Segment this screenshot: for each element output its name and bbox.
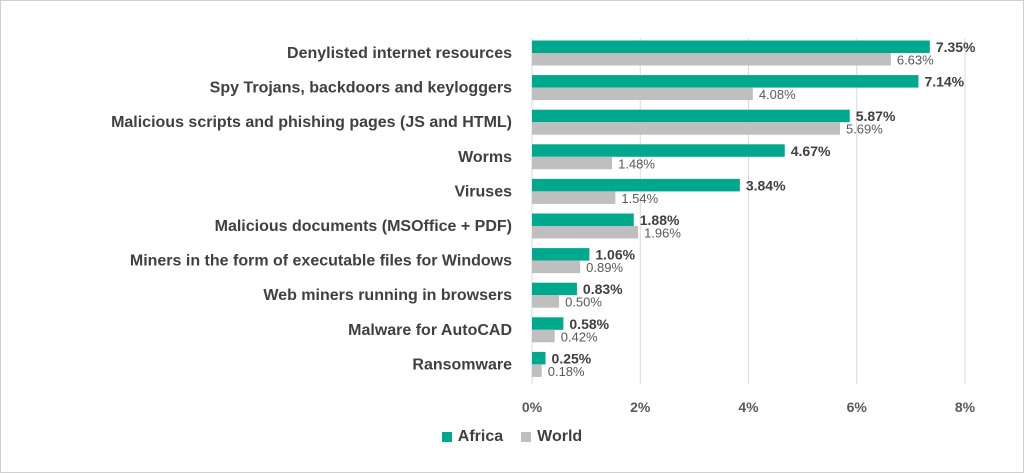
bar-world (532, 191, 616, 204)
category-label: Ransomware (412, 356, 512, 373)
legend-item-world: World (521, 428, 582, 446)
bar-world (532, 122, 840, 135)
bar-africa (532, 213, 634, 226)
bar-world (532, 364, 542, 377)
x-tick-label: 4% (738, 399, 759, 415)
x-tick-label: 0% (522, 399, 543, 415)
bar-chart: 0% 2% 4% 6% 8% Denylisted internet resources 7… (111, 38, 976, 415)
bar-world (532, 329, 555, 343)
data-label-africa: 3.84% (746, 177, 786, 193)
category-label: Spy Trojans, backdoors and keyloggers (210, 80, 512, 97)
category-label: Miners in the form of executable files f… (130, 253, 512, 270)
legend-label-africa: Africa (457, 428, 504, 445)
data-label-africa: 7.14% (924, 74, 964, 90)
data-label-world: 0.50% (565, 295, 602, 310)
category-label: Malicious scripts and phishing pages (JS… (111, 114, 512, 131)
category-label: Viruses (454, 183, 512, 200)
data-label-africa: 1.88% (640, 212, 680, 228)
bar-africa (532, 351, 546, 365)
x-tick-label: 8% (955, 399, 976, 415)
data-label-africa: 7.35% (936, 39, 976, 55)
legend-item-africa: Africa (441, 428, 504, 446)
category-label: Denylisted internet resources (287, 45, 512, 62)
data-label-world: 1.54% (621, 191, 658, 206)
data-label-world: 5.69% (846, 122, 883, 137)
data-label-africa: 1.06% (595, 247, 635, 263)
data-label-world: 0.18% (548, 364, 585, 379)
data-label-africa: 4.67% (791, 143, 831, 159)
legend-swatch-world (521, 432, 532, 442)
category-label: Web miners running in browsers (263, 287, 512, 304)
legend: Africa World (0, 428, 1024, 446)
data-label-world: 4.08% (759, 87, 796, 102)
bar-world (532, 156, 613, 170)
bar-africa (532, 109, 850, 123)
bar-africa (532, 248, 590, 261)
data-label-africa: 0.58% (569, 316, 609, 332)
bar-africa (532, 178, 740, 192)
bar-world (532, 53, 891, 66)
legend-swatch-africa (441, 432, 452, 442)
x-tick-label: 6% (847, 399, 868, 415)
bar-africa (532, 40, 930, 53)
bar-africa (532, 317, 564, 330)
bar-africa (532, 144, 785, 157)
bar-world (532, 295, 560, 308)
category-label: Malicious documents (MSOffice + PDF) (215, 218, 512, 235)
data-label-world: 0.89% (586, 260, 623, 275)
bar-world (532, 87, 753, 101)
x-tick-label: 2% (630, 399, 651, 415)
bars (532, 40, 930, 377)
category-label: Malware for AutoCAD (348, 322, 512, 339)
data-label-world: 0.42% (561, 329, 598, 344)
labels: 0% 2% 4% 6% 8% Denylisted internet resources 7… (111, 39, 976, 415)
data-label-africa: 5.87% (856, 108, 896, 124)
data-label-world: 1.48% (618, 156, 655, 171)
data-label-world: 1.96% (644, 226, 681, 241)
bar-world (532, 226, 639, 239)
data-label-world: 6.63% (897, 53, 934, 68)
legend-label-world: World (537, 428, 583, 445)
data-label-africa: 0.83% (583, 281, 623, 297)
bar-africa (532, 75, 919, 88)
category-label: Worms (458, 149, 512, 166)
bar-africa (532, 282, 577, 296)
data-label-africa: 0.25% (552, 350, 592, 366)
bar-world (532, 260, 581, 274)
